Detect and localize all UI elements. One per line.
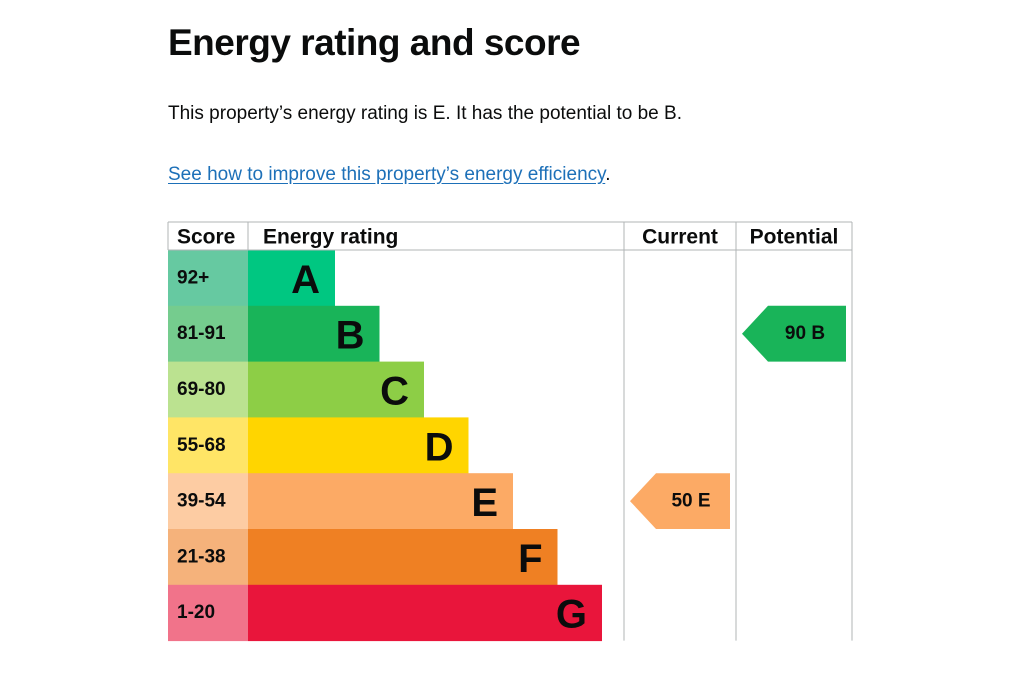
improve-link-line: See how to improve this property’s energ…: [168, 163, 611, 187]
score-range-label: 81-91: [177, 323, 226, 344]
current-rating-arrow: [630, 473, 730, 529]
score-range-label: 69-80: [177, 379, 226, 400]
rating-band-b: [248, 305, 380, 363]
score-range-label: 21-38: [177, 546, 226, 567]
rating-band-a: [248, 250, 335, 307]
score-column-header: Score: [177, 226, 235, 249]
score-cell-a: [168, 250, 248, 307]
rating-letter: F: [518, 537, 542, 581]
rating-letter: C: [380, 370, 409, 414]
rating-letter: G: [556, 593, 587, 637]
potential-column-header: Potential: [750, 226, 839, 249]
score-range-label: 1-20: [177, 602, 215, 623]
score-range-label: 39-54: [177, 491, 226, 512]
score-cell-g: [168, 584, 248, 642]
rating-band-d: [248, 417, 469, 474]
page-title: Energy rating and score: [168, 22, 581, 63]
score-cell-d: [168, 417, 248, 474]
rating-letter: B: [336, 314, 365, 358]
potential-rating-label: 90 B: [785, 323, 825, 344]
rating-band-g: [248, 584, 602, 642]
current-column-header: Current: [642, 226, 718, 249]
rating-letter: E: [471, 481, 498, 525]
rating-summary: This property’s energy rating is E. It h…: [168, 103, 682, 124]
rating-letter: A: [291, 258, 320, 302]
rating-band-f: [248, 529, 558, 586]
improve-efficiency-link[interactable]: See how to improve this property’s energ…: [168, 164, 606, 185]
rating-column-header: Energy rating: [263, 226, 398, 249]
rating-band-c: [248, 361, 424, 418]
link-suffix: .: [605, 164, 611, 185]
potential-rating-arrow: [742, 305, 846, 362]
score-range-label: 92+: [177, 267, 209, 288]
score-cell-b: [168, 305, 248, 363]
current-rating-label: 50 E: [671, 491, 710, 512]
score-cell-c: [168, 361, 248, 418]
rating-letter: D: [425, 425, 454, 469]
score-cell-f: [168, 529, 248, 586]
score-cell-e: [168, 473, 248, 530]
score-range-label: 55-68: [177, 435, 226, 456]
rating-band-e: [248, 473, 513, 530]
